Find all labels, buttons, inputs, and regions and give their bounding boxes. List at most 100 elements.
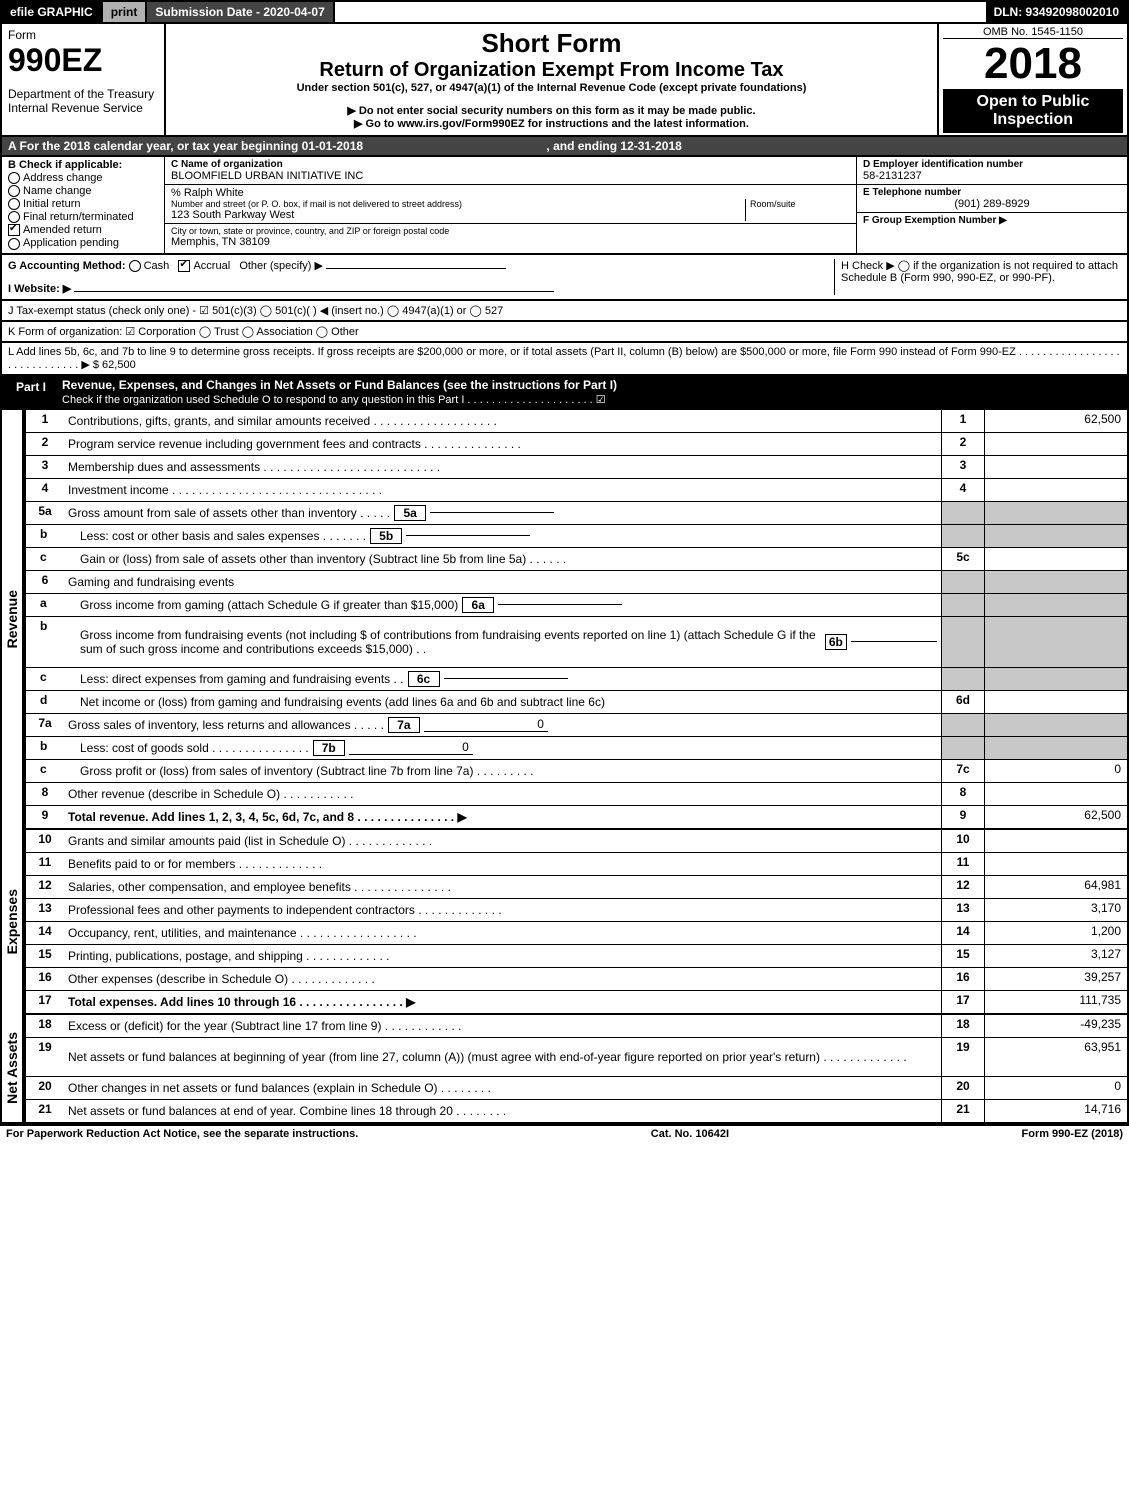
info-grid: B Check if applicable: Address change Na… [0,157,1129,255]
b-opt-address[interactable]: Address change [23,172,103,184]
ln13-num: 13 [26,899,64,921]
ln18-val: -49,235 [984,1015,1127,1037]
ln15-num: 15 [26,945,64,967]
ln8-val [984,783,1127,805]
ln19-val: 63,951 [984,1038,1127,1076]
ln5c-num: c [26,548,76,570]
ln3-desc: Membership dues and assessments . . . . … [64,456,941,478]
ln8-num: 8 [26,783,64,805]
ln2-num: 2 [26,433,64,455]
ln6c-desc: Less: direct expenses from gaming and fu… [80,672,404,686]
ln7b-ibox: 7b [313,740,345,756]
line-h: H Check ▶ ◯ if the organization is not r… [834,259,1121,295]
phone-value: (901) 289-8929 [863,198,1121,210]
ln6c-shade [941,668,984,690]
ln5a-ibox: 5a [394,505,426,521]
ln10-desc: Grants and similar amounts paid (list in… [64,830,941,852]
g-other[interactable]: Other (specify) ▶ [239,260,323,272]
top-bar: efile GRAPHIC print Submission Date - 20… [0,0,1129,24]
section-a-begin: A For the 2018 calendar year, or tax yea… [8,139,363,153]
ln19-desc: Net assets or fund balances at beginning… [64,1038,941,1076]
ln1-num: 1 [26,410,64,432]
lines-g-h: G Accounting Method: Cash Accrual Other … [0,255,1129,301]
b-opt-final[interactable]: Final return/terminated [23,211,134,223]
net-assets-tab: Net Assets [2,1028,22,1108]
b-opt-amended[interactable]: Amended return [23,224,102,236]
b-opt-initial[interactable]: Initial return [23,198,80,210]
ln4-num: 4 [26,479,64,501]
dln-label: DLN: 93492098002010 [986,2,1127,22]
dept-line-2: Internal Revenue Service [8,101,158,115]
room-label: Room/suite [750,199,850,209]
ln7b-ival: 0 [349,740,473,755]
ln15-desc: Printing, publications, postage, and shi… [64,945,941,967]
ln6-shade-val [984,571,1127,593]
org-name: BLOOMFIELD URBAN INITIATIVE INC [171,170,850,182]
ln5b-shade [941,525,984,547]
goto-link[interactable]: ▶ Go to www.irs.gov/Form990EZ for instru… [176,117,927,130]
street-address: 123 South Parkway West [171,209,745,221]
ln16-box: 16 [941,968,984,990]
ln9-num: 9 [26,806,64,828]
ln7a-ibox: 7a [388,717,420,733]
ln7c-val: 0 [984,760,1127,782]
box-b: B Check if applicable: Address change Na… [2,157,165,253]
ln5b-shade-val [984,525,1127,547]
ln11-val [984,853,1127,875]
ln15-val: 3,127 [984,945,1127,967]
g-cash[interactable]: Cash [144,260,170,272]
ln14-num: 14 [26,922,64,944]
ln6d-desc: Net income or (loss) from gaming and fun… [76,691,941,713]
b-opt-pending[interactable]: Application pending [23,237,119,249]
box-def: D Employer identification number 58-2131… [856,157,1127,253]
ln6b-ival [851,641,937,642]
short-form-title: Short Form [176,28,927,59]
ln11-num: 11 [26,853,64,875]
ln16-num: 16 [26,968,64,990]
ln3-box: 3 [941,456,984,478]
ln6a-ival [498,604,622,605]
ln17-desc: Total expenses. Add lines 10 through 16 … [64,991,941,1013]
section-a-bar: A For the 2018 calendar year, or tax yea… [0,137,1129,157]
ln4-desc: Investment income . . . . . . . . . . . … [64,479,941,501]
line-l: L Add lines 5b, 6c, and 7b to line 9 to … [0,343,1129,376]
ln11-desc: Benefits paid to or for members . . . . … [64,853,941,875]
tax-year: 2018 [943,39,1123,89]
ln17-num: 17 [26,991,64,1013]
ln7b-shade [941,737,984,759]
ln3-val [984,456,1127,478]
box-e-title: E Telephone number [863,187,1121,198]
submission-date: Submission Date - 2020-04-07 [147,2,334,22]
footer-right: Form 990-EZ (2018) [1022,1128,1123,1140]
g-accrual[interactable]: Accrual [193,260,230,272]
ln6c-shade-val [984,668,1127,690]
ln11-box: 11 [941,853,984,875]
b-opt-name[interactable]: Name change [23,185,92,197]
ln16-val: 39,257 [984,968,1127,990]
ln10-box: 10 [941,830,984,852]
form-header: Form 990EZ Department of the Treasury In… [0,24,1129,137]
ln5a-desc: Gross amount from sale of assets other t… [68,506,390,520]
ln5a-shade [941,502,984,524]
ln3-num: 3 [26,456,64,478]
ln5b-ival [406,535,530,536]
part-1-title: Revenue, Expenses, and Changes in Net As… [62,378,617,392]
ln6a-shade-val [984,594,1127,616]
box-f-title: F Group Exemption Number ▶ [863,215,1121,226]
ln10-val [984,830,1127,852]
ln18-num: 18 [26,1015,64,1037]
ln8-desc: Other revenue (describe in Schedule O) .… [64,783,941,805]
revenue-block: Revenue 1Contributions, gifts, grants, a… [0,410,1129,830]
ln6b-shade-val [984,617,1127,667]
ln18-box: 18 [941,1015,984,1037]
ln12-num: 12 [26,876,64,898]
ln2-val [984,433,1127,455]
street-label: Number and street (or P. O. box, if mail… [171,199,745,209]
ln1-desc: Contributions, gifts, grants, and simila… [64,410,941,432]
ln6b-desc: Gross income from fundraising events (no… [80,628,821,656]
ln6-num: 6 [26,571,64,593]
ln1-box: 1 [941,410,984,432]
form-word: Form [8,28,158,42]
ln4-val [984,479,1127,501]
print-button[interactable]: print [103,2,148,22]
